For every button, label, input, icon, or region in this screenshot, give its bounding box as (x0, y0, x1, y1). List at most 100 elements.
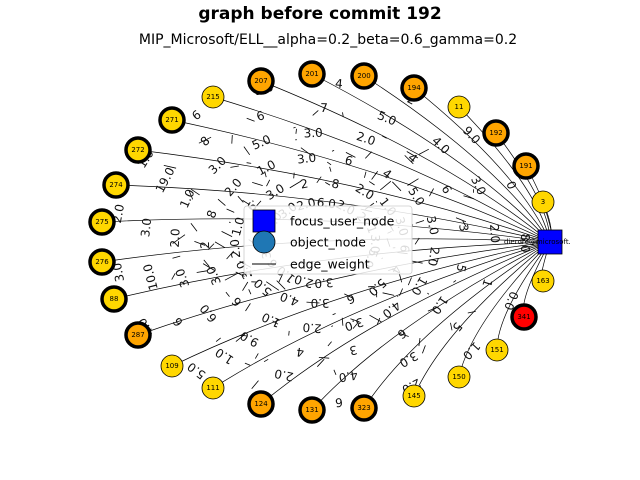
graph-edge (171, 241, 551, 367)
object-node-circle[interactable] (447, 95, 471, 119)
graph-edge-segment (194, 241, 206, 246)
graph-edge-segment (371, 171, 379, 180)
edge-weight-label: 3.0 (206, 154, 229, 177)
object-node-circle[interactable] (400, 74, 428, 102)
object-node-label: 192 (489, 129, 502, 137)
object-node-circle[interactable] (247, 67, 275, 95)
edge-weight-label: 8.0 (518, 233, 532, 252)
object-node-circle[interactable] (298, 60, 326, 88)
object-node-circle[interactable] (485, 338, 509, 362)
edge-weight-label: 2.0 (168, 228, 183, 248)
graph-edge (413, 87, 551, 243)
graph-edge-segment (246, 117, 255, 122)
figure-title: graph before commit 192 (198, 4, 441, 24)
object-node-215[interactable]: 215 (201, 85, 225, 109)
object-node-271[interactable]: 271 (158, 106, 186, 134)
graph-edge-segment (226, 250, 234, 260)
object-node-circle[interactable] (531, 269, 555, 293)
object-node-circle[interactable] (88, 208, 116, 236)
object-node-circle[interactable] (124, 321, 152, 349)
object-node-circle[interactable] (510, 303, 538, 331)
graph-edge-segment (242, 281, 249, 291)
object-node-272[interactable]: 272 (124, 136, 152, 164)
object-node-circle[interactable] (102, 171, 130, 199)
object-node-circle[interactable] (100, 285, 128, 313)
object-node-circle[interactable] (512, 152, 540, 180)
object-node-circle[interactable] (402, 384, 426, 408)
object-node-circle[interactable] (350, 62, 378, 90)
edge-weight-label: 2.0 (302, 320, 322, 335)
edge-weight-label: 3 (348, 342, 359, 357)
object-node-circle[interactable] (247, 390, 275, 418)
object-node-274[interactable]: 274 (102, 171, 130, 199)
object-node-276[interactable]: 276 (88, 248, 116, 276)
graph-edge-segment (217, 198, 226, 206)
edge-weight-label: 6.0 (197, 301, 220, 325)
graph-edge-segment (244, 362, 251, 366)
edge-weight-label: 6 (439, 183, 455, 196)
object-node-circle[interactable] (160, 354, 184, 378)
graph-edge-segment (221, 231, 233, 237)
object-node-label: 124 (254, 400, 268, 408)
object-node-circle[interactable] (482, 119, 510, 147)
object-node-circle[interactable] (201, 85, 225, 109)
focus-node-square[interactable] (537, 229, 563, 255)
graph-edge-segment (397, 295, 399, 298)
object-node-11[interactable]: 11 (447, 95, 471, 119)
graph-edge-segment (398, 332, 409, 337)
object-node-124[interactable]: 124 (247, 390, 275, 418)
edge-weight-label: 5.0 (251, 276, 275, 299)
object-node-191[interactable]: 191 (512, 152, 540, 180)
object-node-192[interactable]: 192 (482, 119, 510, 147)
object-node-150[interactable]: 150 (447, 365, 471, 389)
graph-edge-segment (422, 345, 426, 354)
edge-weight-label: 1.0 (255, 157, 278, 178)
object-node-151[interactable]: 151 (485, 338, 509, 362)
graph-edge-segment (345, 152, 356, 158)
object-node-3[interactable]: 3 (531, 190, 555, 214)
object-node-label: 3 (541, 198, 545, 206)
edge-weight-label: 9.0 (238, 328, 261, 350)
object-node-194[interactable]: 194 (400, 74, 428, 102)
object-node-circle[interactable] (350, 394, 378, 422)
graph-edge-segment (264, 171, 267, 178)
object-node-circle[interactable] (298, 396, 326, 424)
graph-edge-segment (235, 271, 245, 277)
object-node-circle[interactable] (447, 365, 471, 389)
graph-edge-segment (450, 322, 453, 331)
object-node-275[interactable]: 275 (88, 208, 116, 236)
object-node-circle[interactable] (531, 190, 555, 214)
edge-weight-label: 3.0 (343, 315, 365, 334)
object-node-111[interactable]: 111 (201, 376, 225, 400)
edge-weight-label: 6 (334, 395, 343, 410)
object-node-109[interactable]: 109 (160, 354, 184, 378)
edge-weight-label: 3.0 (468, 174, 489, 197)
object-node-201[interactable]: 201 (298, 60, 326, 88)
object-node-287[interactable]: 287 (124, 321, 152, 349)
graph-edge-segment (215, 337, 221, 342)
object-node-341[interactable]: 341 (510, 303, 538, 331)
object-node-circle[interactable] (124, 136, 152, 164)
object-node-207[interactable]: 207 (247, 67, 275, 95)
graph-edge-segment (369, 314, 382, 323)
object-node-323[interactable]: 323 (350, 394, 378, 422)
object-node-145[interactable]: 145 (402, 384, 426, 408)
object-node-131[interactable]: 131 (298, 396, 326, 424)
edge-weight-label: 5 (449, 319, 465, 334)
edge-weight-label: 9.0 (460, 123, 483, 147)
graph-edge-segment (327, 341, 332, 347)
edge-weight-label: 5.0 (250, 132, 273, 153)
object-node-88[interactable]: 88 (100, 285, 128, 313)
graph-edge-segment (265, 281, 280, 291)
object-node-circle[interactable] (88, 248, 116, 276)
object-node-circle[interactable] (201, 376, 225, 400)
object-node-163[interactable]: 163 (531, 269, 555, 293)
object-node-circle[interactable] (158, 106, 186, 134)
focus-user-node[interactable]: dierdre@microsoft. (504, 229, 571, 255)
graph-edge-segment (251, 380, 259, 389)
graph-edge-segment (407, 277, 412, 286)
object-node-label: 150 (452, 373, 465, 381)
object-node-200[interactable]: 200 (350, 62, 378, 90)
graph-edge-segment (293, 126, 296, 129)
edge-weight-label: 3.0 (397, 349, 421, 371)
